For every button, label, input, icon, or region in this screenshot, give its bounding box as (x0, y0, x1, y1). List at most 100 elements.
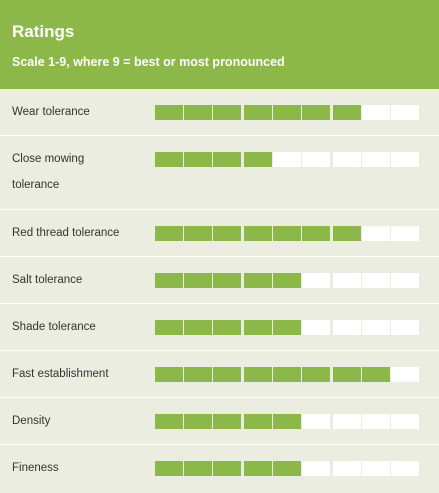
rating-segment-group (155, 152, 241, 167)
rating-label: Fineness (12, 462, 59, 474)
rating-segment-empty (302, 152, 330, 167)
rating-segment-empty (362, 320, 390, 335)
rating-segment-filled (155, 105, 183, 120)
rating-bar (155, 320, 419, 335)
rating-segment-empty (362, 152, 390, 167)
rating-label: Close mowing tolerance (12, 153, 85, 191)
rating-segment-filled (244, 414, 272, 429)
rating-row: Fast establishment (0, 351, 439, 398)
rating-segment-filled (213, 273, 241, 288)
rating-segment-filled (213, 461, 241, 476)
rating-segment-empty (333, 152, 361, 167)
rating-segment-filled (244, 320, 272, 335)
rating-row: Salt tolerance (0, 257, 439, 304)
rating-segment-filled (213, 367, 241, 382)
rating-segment-group (333, 273, 419, 288)
ratings-subtitle: Scale 1-9, where 9 = best or most pronou… (12, 55, 285, 69)
rating-segment-filled (213, 414, 241, 429)
rating-segment-filled (184, 105, 212, 120)
rating-segment-empty (362, 461, 390, 476)
rating-segment-filled (213, 320, 241, 335)
rating-segment-filled (273, 367, 301, 382)
rating-segment-empty (362, 226, 390, 241)
rating-segment-group (155, 273, 241, 288)
rating-label: Density (12, 415, 51, 427)
rating-segment-empty (273, 152, 301, 167)
rating-segment-empty (302, 320, 330, 335)
rating-segment-filled (273, 414, 301, 429)
rating-label: Salt tolerance (12, 274, 83, 286)
rating-segment-filled (333, 226, 361, 241)
rating-segment-group (333, 414, 419, 429)
rating-row: Close mowing tolerance (0, 136, 439, 210)
rating-segment-empty (362, 414, 390, 429)
rating-segment-filled (244, 226, 272, 241)
rating-segment-filled (155, 320, 183, 335)
rating-segment-empty (362, 105, 390, 120)
rating-label: Wear tolerance (12, 106, 90, 118)
rating-segment-filled (184, 226, 212, 241)
rating-segment-empty (391, 461, 419, 476)
rating-segment-filled (302, 226, 330, 241)
rating-segment-filled (273, 105, 301, 120)
rating-bar (155, 414, 419, 429)
rating-bar (155, 461, 419, 476)
rating-segment-filled (184, 414, 212, 429)
rating-bar (155, 105, 419, 120)
rating-segment-filled (333, 367, 361, 382)
rating-segment-empty (391, 273, 419, 288)
rating-segment-group (244, 320, 330, 335)
rating-segment-filled (184, 152, 212, 167)
rating-segment-filled (362, 367, 390, 382)
rating-segment-empty (391, 414, 419, 429)
rating-segment-filled (244, 367, 272, 382)
rating-label: Red thread tolerance (12, 227, 120, 239)
rating-bar (155, 367, 419, 382)
rating-segment-empty (391, 367, 419, 382)
rating-segment-group (155, 414, 241, 429)
rating-segment-group (333, 105, 419, 120)
rating-segment-empty (333, 320, 361, 335)
rating-segment-empty (362, 273, 390, 288)
rating-segment-empty (302, 461, 330, 476)
rating-segment-group (244, 414, 330, 429)
rating-segment-filled (184, 273, 212, 288)
rating-segment-filled (213, 226, 241, 241)
rating-segment-empty (391, 320, 419, 335)
rating-row: Fineness (0, 445, 439, 492)
rating-bar (155, 273, 419, 288)
rating-segment-empty (333, 273, 361, 288)
rating-segment-filled (155, 414, 183, 429)
rating-segment-group (155, 320, 241, 335)
rating-bar (155, 152, 419, 167)
rating-segment-filled (273, 461, 301, 476)
rating-bar (155, 226, 419, 241)
rating-segment-filled (244, 461, 272, 476)
rating-segment-filled (244, 105, 272, 120)
rating-segment-filled (302, 105, 330, 120)
rating-segment-filled (184, 461, 212, 476)
rating-segment-filled (155, 273, 183, 288)
rating-segment-group (244, 105, 330, 120)
rating-segment-filled (155, 461, 183, 476)
ratings-header: Ratings Scale 1-9, where 9 = best or mos… (0, 0, 439, 89)
rating-segment-group (155, 461, 241, 476)
rating-row: Wear tolerance (0, 89, 439, 136)
rating-segment-filled (155, 226, 183, 241)
rating-segment-filled (273, 273, 301, 288)
rating-row: Shade tolerance (0, 304, 439, 351)
rating-segment-group (333, 226, 419, 241)
rating-row: Density (0, 398, 439, 445)
ratings-list: Wear tolerance Close mowing tolerance Re… (0, 89, 439, 492)
rating-segment-filled (273, 226, 301, 241)
rating-segment-group (155, 226, 241, 241)
rating-segment-group (155, 367, 241, 382)
rating-label: Shade tolerance (12, 321, 96, 333)
rating-segment-group (155, 105, 241, 120)
rating-segment-filled (273, 320, 301, 335)
rating-segment-empty (333, 414, 361, 429)
rating-segment-filled (184, 320, 212, 335)
rating-segment-filled (244, 273, 272, 288)
rating-segment-filled (213, 105, 241, 120)
